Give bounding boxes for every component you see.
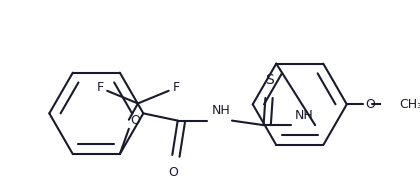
Text: CH₃: CH₃ xyxy=(399,98,420,111)
Text: O: O xyxy=(131,114,141,127)
Text: F: F xyxy=(96,81,103,94)
Text: NH: NH xyxy=(212,104,231,117)
Text: S: S xyxy=(265,73,273,87)
Text: F: F xyxy=(172,81,179,94)
Text: NH: NH xyxy=(295,109,314,122)
Text: O: O xyxy=(168,166,178,179)
Text: O: O xyxy=(365,98,375,111)
